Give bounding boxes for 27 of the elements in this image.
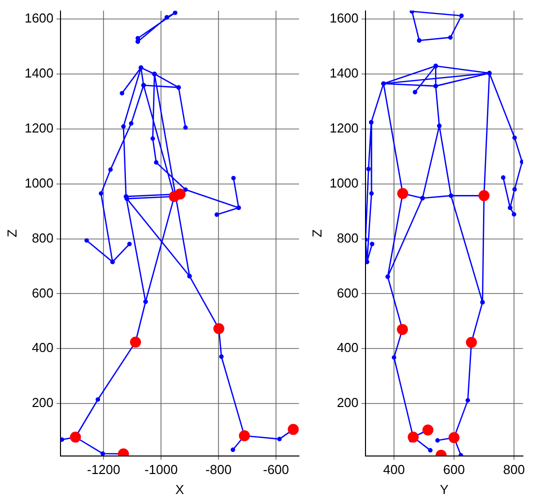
y-tick-label: 1200 [330,120,359,136]
y-tick-label: 400 [32,340,54,356]
x-tick-label: 800 [503,462,525,478]
y-axis-title: Z [4,229,20,238]
y-tick-label: 1400 [24,66,54,81]
x-tick-label: -800 [206,462,232,478]
y-tick-label: 1600 [330,10,359,26]
y-tick-label: 600 [32,285,54,300]
y-tick-label: 200 [32,395,54,410]
y-tick-label: 1000 [24,175,54,190]
y-tick-label: 800 [336,230,359,246]
y-tick-label: 200 [336,395,359,410]
x-tick-label: -1200 [86,462,120,478]
y-tick-label: 800 [32,230,54,246]
y-axis-title: Z [309,229,324,238]
x-tick-label: -600 [263,462,290,478]
x-tick-label: 400 [383,462,405,478]
y-tick-label: 1600 [24,10,54,26]
y-tick-label: 1200 [24,120,54,136]
x-tick-label: 600 [443,462,465,478]
y-tick-label: 1000 [330,175,359,190]
x-axis-title: X [175,482,184,497]
y-tick-label: 600 [336,285,359,300]
x-axis-title: Y [440,482,449,497]
x-tick-label: -1000 [144,462,178,478]
y-tick-label: 1400 [330,66,359,81]
y-tick-label: 400 [336,340,359,356]
